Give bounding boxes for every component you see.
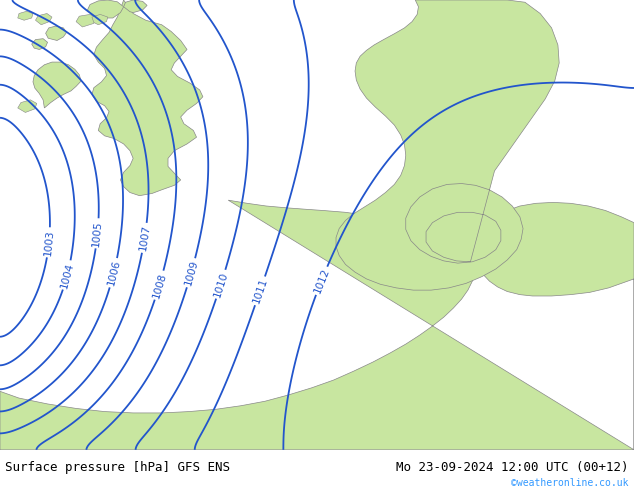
Polygon shape [18, 11, 33, 20]
Text: Surface pressure [hPa] GFS ENS: Surface pressure [hPa] GFS ENS [5, 461, 230, 474]
Polygon shape [87, 0, 124, 18]
Polygon shape [92, 0, 203, 196]
Polygon shape [76, 14, 96, 27]
Text: ©weatheronline.co.uk: ©weatheronline.co.uk [512, 478, 629, 488]
Text: 1005: 1005 [91, 220, 104, 247]
Text: 1012: 1012 [312, 267, 331, 295]
Polygon shape [36, 14, 52, 24]
Text: 1010: 1010 [212, 270, 230, 298]
Text: 1004: 1004 [59, 261, 75, 289]
Text: Mo 23-09-2024 12:00 UTC (00+12): Mo 23-09-2024 12:00 UTC (00+12) [396, 461, 629, 474]
Polygon shape [18, 100, 37, 113]
Text: 1006: 1006 [106, 259, 122, 287]
Text: 1003: 1003 [42, 229, 55, 256]
Text: 1008: 1008 [151, 271, 168, 299]
Polygon shape [336, 0, 559, 290]
Polygon shape [0, 200, 634, 450]
Polygon shape [32, 39, 48, 49]
Text: 1009: 1009 [183, 259, 200, 287]
Text: 1011: 1011 [251, 277, 269, 305]
Polygon shape [124, 0, 147, 13]
Polygon shape [46, 26, 67, 41]
Text: 1007: 1007 [138, 224, 152, 251]
Polygon shape [33, 62, 81, 108]
Polygon shape [92, 14, 108, 24]
